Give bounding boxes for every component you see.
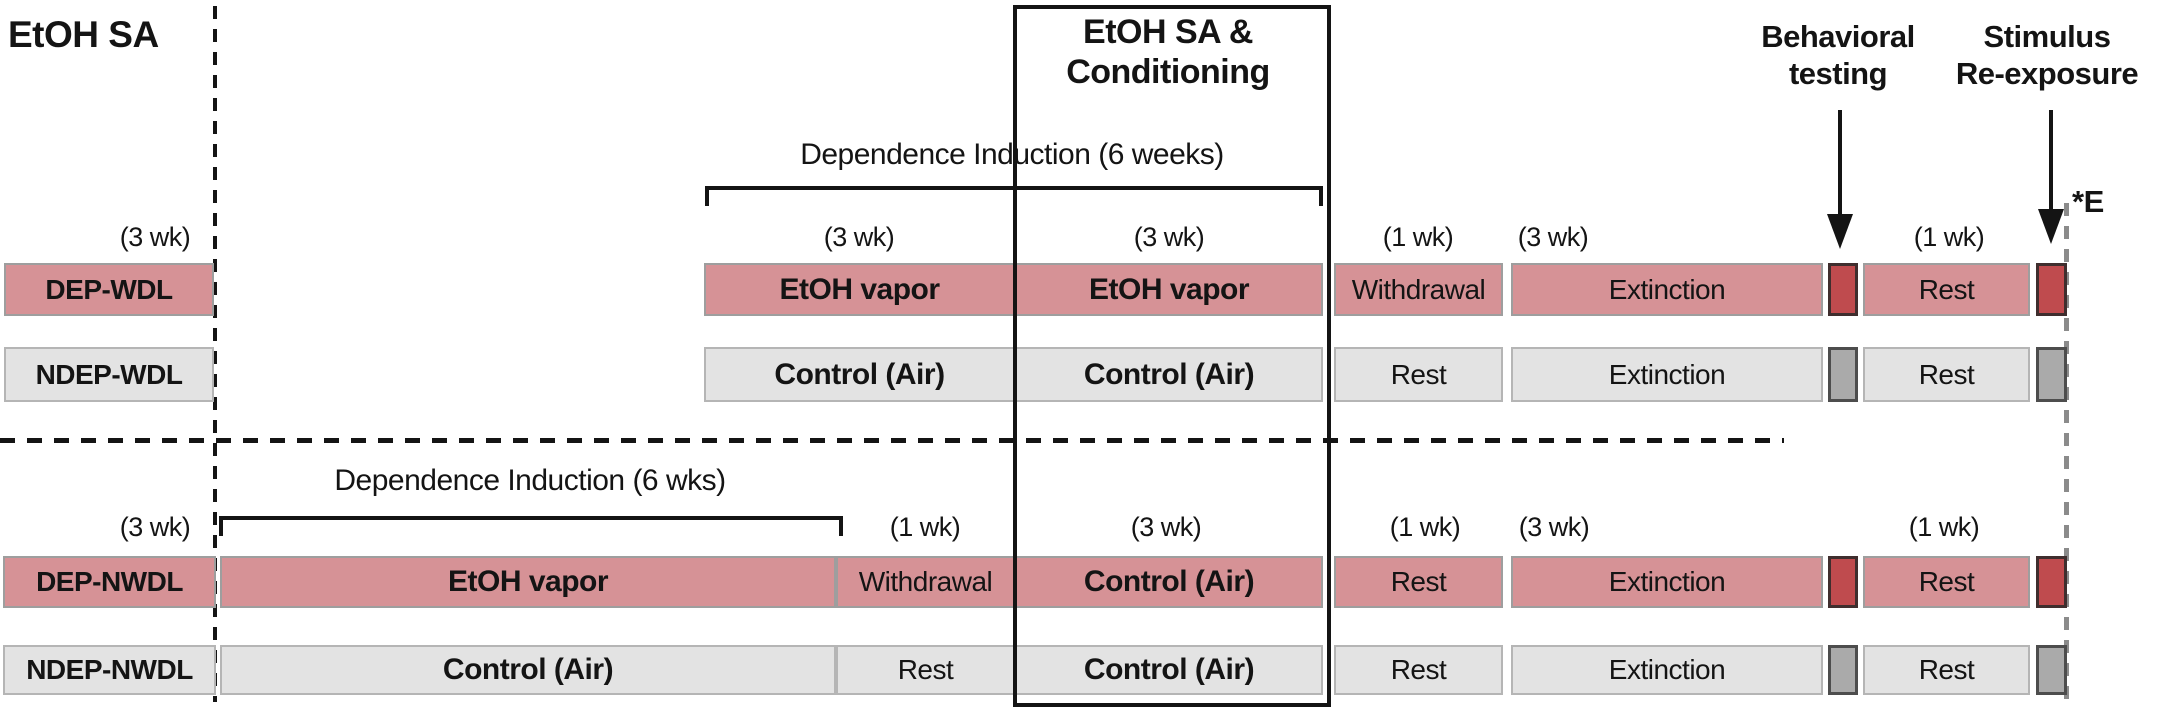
behavioral-testing-marker [1828,645,1858,695]
segment-extinction: Extinction [1511,263,1823,316]
week-label: (1 wk) [1389,512,1461,542]
segment-rest: Rest [1863,556,2030,608]
stimulus-reexposure-marker [2036,556,2067,608]
behavioral-testing-label: Behavioral testing [1723,18,1953,92]
behavioral-testing-line1: Behavioral [1761,19,1915,54]
week-label: (3 wk) [823,222,895,252]
week-label: (1 wk) [889,512,961,542]
row-label-ndep-nwdl: NDEP-NWDL [3,645,216,695]
dependence-induction-title-top: Dependence Induction (6 weeks) [800,138,1224,171]
behavioral-testing-marker [1828,556,1858,608]
stimulus-reexposure-marker [2036,645,2067,695]
stimulus-reexposure-marker [2036,347,2067,402]
stimulus-reexposure-marker [2036,263,2067,316]
segment-etoh-vapor: EtOH vapor [704,263,1015,316]
week-label: (3 wk) [119,222,191,252]
segment-withdrawal: Withdrawal [1334,263,1503,316]
etoh-sa-start-dashed-line [213,6,217,702]
behavioral-testing-arrowhead-icon [1827,214,1853,249]
stimulus-reexposure-label: Stimulus Re-exposure [1935,18,2159,92]
dependence-induction-title-bottom: Dependence Induction (6 wks) [334,464,726,497]
behavioral-testing-arrow-shaft [1838,110,1842,217]
segment-control-air: Control (Air) [1015,347,1323,402]
segment-extinction: Extinction [1511,556,1823,608]
etoh-sa-title: EtOH SA [8,14,159,55]
row-label-dep-nwdl: DEP-NWDL [3,556,216,608]
segment-rest: Rest [1334,556,1503,608]
week-label: (3 wk) [119,512,191,542]
week-label: (3 wk) [1518,512,1590,542]
segment-control-air: Control (Air) [1015,645,1323,695]
segment-rest: Rest [1863,347,2030,402]
group-divider-dashed-line [0,438,1784,443]
stimulus-reexposure-line2: Re-exposure [1955,56,2139,91]
segment-extinction: Extinction [1511,347,1823,402]
week-label: (1 wk) [1382,222,1454,252]
end-dashed-line [2064,203,2069,707]
conditioning-box-title: EtOH SA & Conditioning [1013,12,1323,92]
behavioral-testing-marker [1828,347,1858,402]
behavioral-testing-marker [1828,263,1858,316]
segment-control-air: Control (Air) [1015,556,1323,608]
behavioral-testing-line2: testing [1788,56,1888,91]
stimulus-reexposure-arrow-shaft [2049,110,2053,212]
row-label-ndep-wdl: NDEP-WDL [4,347,214,402]
segment-extinction: Extinction [1511,645,1823,695]
segment-rest: Rest [836,645,1015,695]
segment-rest: Rest [1863,645,2030,695]
week-label: (1 wk) [1913,222,1985,252]
week-label: (1 wk) [1908,512,1980,542]
segment-rest: Rest [1334,645,1503,695]
dependence-induction-bracket-bottom [219,516,843,536]
conditioning-box-title-line1: EtOH SA & [1083,13,1253,51]
e-annotation: *E [2072,184,2104,219]
row-label-dep-wdl: DEP-WDL [4,263,214,316]
segment-rest: Rest [1334,347,1503,402]
week-label: (3 wk) [1133,222,1205,252]
segment-etoh-vapor: EtOH vapor [220,556,836,608]
segment-rest: Rest [1863,263,2030,316]
segment-control-air: Control (Air) [704,347,1015,402]
conditioning-phase-box [1013,5,1331,707]
stimulus-reexposure-line1: Stimulus [1983,19,2111,54]
segment-control-air: Control (Air) [220,645,836,695]
conditioning-box-title-line2: Conditioning [1066,53,1270,91]
week-label: (3 wk) [1130,512,1202,542]
segment-withdrawal: Withdrawal [836,556,1015,608]
stimulus-reexposure-arrowhead-icon [2038,209,2064,244]
week-label: (3 wk) [1517,222,1589,252]
segment-etoh-vapor: EtOH vapor [1015,263,1323,316]
